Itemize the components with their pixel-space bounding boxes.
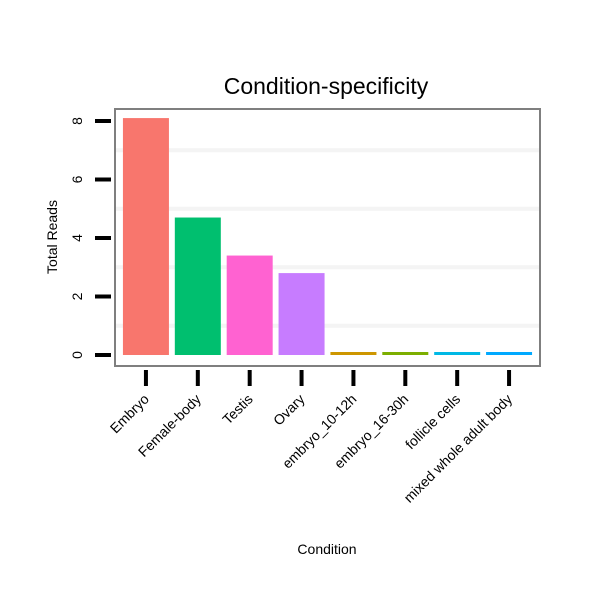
bars: [122, 118, 533, 355]
y-tick-label-4: 8: [69, 117, 85, 125]
x-tick-label-2: Testis: [219, 391, 256, 428]
y-tick-label-3: 6: [69, 175, 85, 183]
bar-6: [434, 352, 481, 355]
x-tick-label-3: Ovary: [270, 391, 308, 429]
x-tick-label-0: Embryo: [107, 391, 153, 437]
bar-5: [382, 352, 429, 355]
bar-4: [330, 352, 377, 355]
y-tick-label-0: 0: [69, 351, 85, 359]
y-tick-label-1: 2: [69, 292, 85, 300]
plot-panel-border: [114, 108, 541, 367]
y-tick-label-2: 4: [69, 234, 85, 242]
bar-1: [174, 217, 221, 355]
bar-7: [486, 352, 533, 355]
x-axis-label: Condition: [297, 541, 356, 557]
chart-title: Condition-specificity: [224, 73, 429, 99]
x-tick-label-7: mixed whole adult body: [400, 391, 515, 506]
bar-2: [226, 255, 273, 355]
y-axis: 0 2 4 6 8: [69, 117, 111, 359]
bar-0: [122, 118, 169, 355]
bar-3: [278, 273, 325, 355]
y-axis-label: Total Reads: [44, 200, 60, 274]
